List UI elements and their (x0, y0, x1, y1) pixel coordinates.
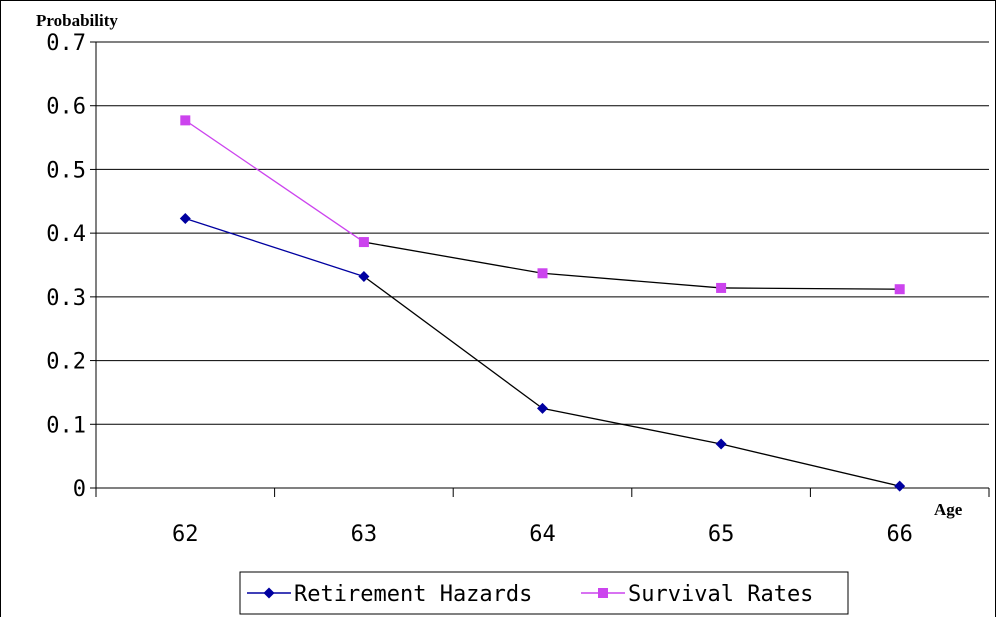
y-tick-label: 0.7 (46, 31, 86, 56)
data-point-diamond (894, 480, 906, 492)
y-tick-label: 0.4 (46, 222, 86, 247)
x-tick-label: 62 (172, 522, 199, 547)
series-retirement-hazards (179, 212, 906, 492)
legend-box (239, 571, 849, 615)
gridlines (96, 41, 989, 425)
y-tick-label: 0 (73, 477, 86, 502)
legend-marker-diamond (263, 587, 275, 599)
data-point-square (894, 284, 905, 295)
data-point-square (716, 282, 727, 293)
y-tick-label: 0.1 (46, 413, 86, 438)
series-lines (179, 115, 906, 492)
data-point-square (180, 115, 191, 126)
data-point-diamond (179, 212, 191, 224)
x-tick-label: 65 (708, 522, 735, 547)
x-tick-label: 63 (351, 522, 378, 547)
series-line-segment (721, 287, 900, 290)
data-point-diamond (358, 270, 370, 282)
y-tick-label: 0.3 (46, 286, 86, 311)
series-line-segment (542, 272, 722, 289)
axes (90, 41, 990, 497)
series-line-segment (542, 407, 722, 445)
legend-label: Survival Rates (628, 582, 813, 607)
data-point-diamond (537, 402, 548, 414)
data-point-diamond (715, 438, 727, 450)
y-tick-label: 0.5 (46, 158, 86, 183)
data-point-square (358, 237, 369, 248)
series-line-segment (363, 275, 543, 409)
series-line-segment (720, 443, 900, 487)
legend: Retirement Hazards Survival Rates (239, 571, 849, 615)
series-line-segment (363, 241, 543, 274)
y-tick-label: 0.2 (46, 350, 86, 375)
y-tick-label: 0.6 (46, 95, 86, 120)
series-line-segment (184, 119, 365, 243)
series-survival-rates (180, 115, 905, 295)
y-axis-title: Probability (36, 11, 118, 30)
tick-labels: 0 0.1 0.2 0.3 0.4 0.5 0.6 0.7 62 63 64 65 66 (46, 31, 913, 547)
data-point-square (537, 268, 548, 279)
x-tick-label: 66 (886, 522, 913, 547)
legend-marker-square (598, 588, 608, 598)
x-tick-label: 64 (529, 522, 556, 547)
series-line-segment (185, 217, 365, 278)
legend-label: Retirement Hazards (294, 582, 532, 607)
x-axis-title: Age (934, 500, 963, 519)
